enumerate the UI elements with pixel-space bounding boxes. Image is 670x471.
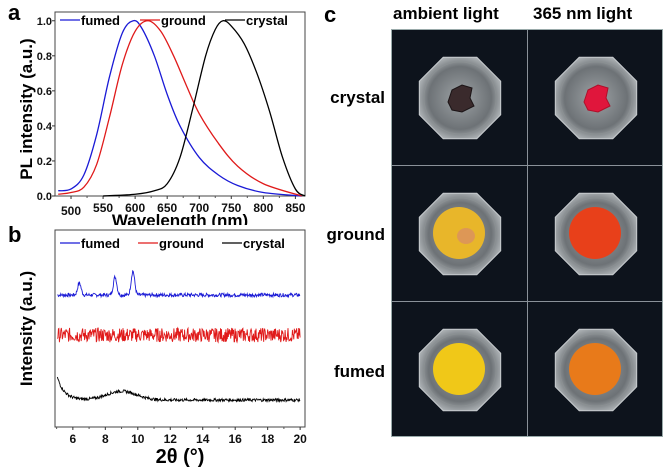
- series-line-fumed: [57, 269, 301, 299]
- photo-crystal-ambient: [392, 30, 528, 166]
- grid-divider: [392, 301, 662, 302]
- sample-powder: [569, 207, 621, 259]
- dish-rim: [559, 61, 633, 135]
- photo-ground-ambient: [392, 166, 528, 302]
- pl-spectrum-chart: 500 550 600 650 700 750 800 850 0.0 0.2 0.4 0.6 0.8 1…: [17, 11, 306, 225]
- sample-powder: [433, 343, 485, 395]
- xrd-pattern-chart: 6 8 10 12 14 16 18 20 2θ (°) Intensity (a.u.) fume…: [17, 229, 307, 468]
- series-line-crystal: [103, 20, 306, 197]
- legend-label-crystal: crystal: [243, 236, 285, 251]
- x-tick-label: 12: [164, 432, 178, 446]
- y-axis-title: PL intensity (a.u.): [17, 38, 36, 179]
- x-tick-label: 8: [102, 432, 109, 446]
- row-label-fumed: fumed: [334, 362, 385, 381]
- x-axis-title: 2θ (°): [156, 446, 205, 468]
- legend-label-fumed: fumed: [81, 13, 120, 28]
- sample-crystal: [447, 84, 475, 113]
- photo-svg: [418, 192, 502, 276]
- panel-b-label: b: [8, 222, 22, 247]
- panel-c-label: c: [324, 2, 337, 27]
- x-tick-label: 500: [61, 204, 81, 218]
- sample-crystal: [583, 84, 611, 113]
- grid-divider: [392, 165, 662, 166]
- dish-rim: [559, 197, 633, 271]
- y-axis-title: Intensity (a.u.): [17, 271, 36, 386]
- y-tick-label: 1.0: [37, 16, 52, 28]
- panel-a-label: a: [8, 0, 21, 25]
- series-line-ground: [57, 326, 301, 344]
- x-tick-label: 600: [125, 201, 145, 215]
- photo-svg: [554, 56, 638, 140]
- series-line-crystal: [56, 376, 301, 404]
- y-tick-label: 0.4: [37, 121, 53, 133]
- photo-svg: [554, 192, 638, 276]
- x-tick-label: 800: [253, 201, 273, 215]
- grid-divider: [527, 30, 528, 436]
- y-tick-label: 0.6: [37, 86, 52, 98]
- row-label-ground: ground: [326, 225, 385, 244]
- dish-rim: [423, 61, 497, 135]
- y-tick-label: 0.0: [37, 191, 52, 203]
- x-tick-label: 850: [285, 201, 305, 215]
- plot-frame: [54, 11, 306, 197]
- photo-svg: [418, 328, 502, 412]
- row-label-crystal: crystal: [330, 88, 385, 107]
- sample-powder: [569, 343, 621, 395]
- legend-label-crystal: crystal: [246, 13, 288, 28]
- x-tick-label: 14: [196, 432, 210, 446]
- plot-frame: [54, 229, 306, 428]
- x-tick-label: 20: [293, 432, 307, 446]
- photo-crystal-uv: [528, 30, 664, 166]
- y-tick-label: 0.8: [37, 51, 52, 63]
- x-tick-label: 700: [189, 201, 209, 215]
- legend-label-fumed: fumed: [81, 236, 120, 251]
- x-tick-label: 650: [157, 201, 177, 215]
- photo-svg: [554, 328, 638, 412]
- photo-svg: [418, 56, 502, 140]
- x-tick-label: 6: [70, 432, 77, 446]
- x-tick-label: 10: [131, 432, 145, 446]
- dish-rim: [559, 333, 633, 407]
- x-axis-title: Wavelength (nm): [112, 211, 248, 225]
- legend-label-ground: ground: [161, 13, 206, 28]
- sample-photo-grid: [391, 29, 663, 437]
- series-line-fumed: [58, 19, 302, 197]
- photo-fumed-uv: [528, 302, 664, 438]
- x-tick-label: 550: [93, 201, 113, 215]
- x-tick-label: 750: [221, 201, 241, 215]
- series-line-ground: [58, 20, 302, 197]
- legend-label-ground: ground: [159, 236, 204, 251]
- x-tick-label: 16: [229, 432, 243, 446]
- photo-fumed-ambient: [392, 302, 528, 438]
- y-tick-label: 0.2: [37, 156, 52, 168]
- sample-spot: [457, 228, 475, 244]
- column-label-uv: 365 nm light: [533, 4, 633, 23]
- photo-ground-uv: [528, 166, 664, 302]
- column-label-ambient: ambient light: [393, 4, 499, 23]
- x-tick-label: 18: [261, 432, 275, 446]
- dish-rim: [423, 333, 497, 407]
- dish-rim: [423, 197, 497, 271]
